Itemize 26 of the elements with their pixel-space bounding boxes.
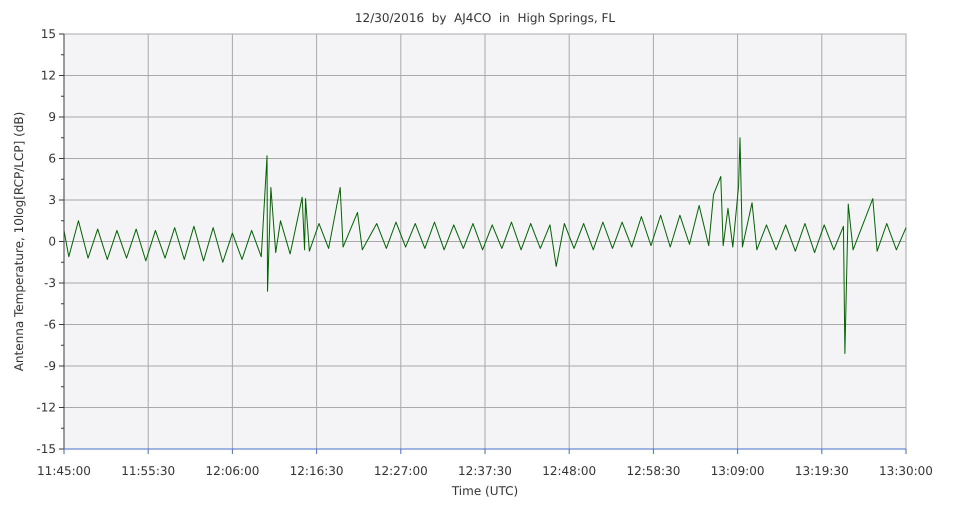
x-tick-label: 13:19:30 xyxy=(794,464,849,478)
x-tick-label: 12:16:30 xyxy=(290,464,344,478)
x-tick-label: 13:09:00 xyxy=(710,464,765,478)
y-tick-label: -15 xyxy=(36,442,56,456)
y-tick-label: -9 xyxy=(44,359,56,374)
y-tick-label: 12 xyxy=(40,68,56,83)
y-tick-label: 0 xyxy=(48,234,56,249)
y-tick-label: -3 xyxy=(44,276,56,290)
y-tick-label: 3 xyxy=(48,193,56,208)
y-tick-label: 6 xyxy=(48,152,56,166)
y-tick-label: 15 xyxy=(40,27,56,42)
line-series xyxy=(64,137,906,354)
y-tick-label: -6 xyxy=(44,318,56,332)
x-tick-label: 12:37:30 xyxy=(458,464,512,478)
y-tick-label: -12 xyxy=(36,400,56,415)
chart-title: 12/30/2016 by AJ4CO in High Springs, FL xyxy=(354,11,616,25)
x-tick-label: 12:27:00 xyxy=(374,464,428,478)
x-tick-label: 11:45:00 xyxy=(37,464,91,478)
y-tick-label: 9 xyxy=(48,110,56,124)
x-tick-label: 13:30:00 xyxy=(879,464,933,478)
x-tick-label: 12:06:00 xyxy=(205,464,260,478)
x-tick-label: 12:48:00 xyxy=(542,464,596,478)
x-axis-title: Time (UTC) xyxy=(450,484,518,498)
x-tick-label: 12:58:30 xyxy=(626,464,680,478)
x-tick-label: 11:55:30 xyxy=(121,464,176,478)
y-axis-title: Antenna Temperature, 10log[RCP/LCP] (dB) xyxy=(12,112,26,372)
